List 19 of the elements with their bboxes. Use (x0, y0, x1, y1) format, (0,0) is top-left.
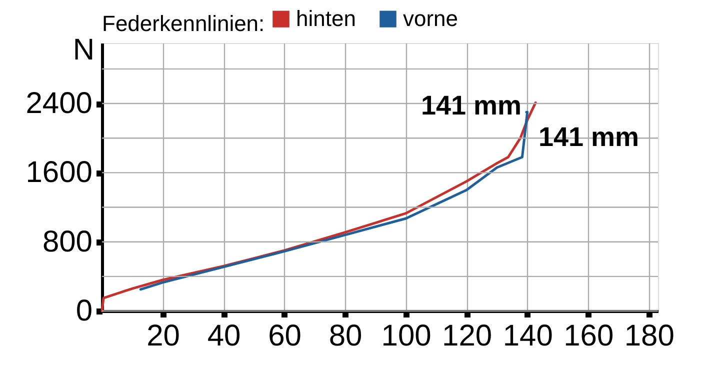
y-tick-label: 0 (76, 294, 92, 328)
x-tick-label: 60 (268, 320, 302, 352)
x-tick-label: 160 (564, 320, 614, 352)
y-axis-title: N (72, 34, 94, 66)
legend-label: hinten (296, 6, 356, 32)
legend-label: vorne (403, 6, 458, 32)
x-tick-label: 100 (381, 320, 432, 352)
y-tick-label: 800 (42, 225, 92, 258)
x-tick-label: 140 (502, 320, 553, 352)
x-tick-label: 120 (442, 320, 492, 352)
y-tick-label: 1600 (26, 156, 92, 190)
annotation: 141 mm (538, 122, 640, 152)
x-tick-label: 40 (207, 320, 241, 352)
y-tick-label: 2400 (26, 87, 92, 120)
x-tick-label: 20 (146, 320, 180, 352)
annotation: 141 mm (420, 90, 522, 121)
x-tick-label: 80 (328, 320, 362, 352)
legend-title: Federkennlinien: (102, 11, 265, 36)
x-tick-label: 180 (624, 320, 674, 352)
